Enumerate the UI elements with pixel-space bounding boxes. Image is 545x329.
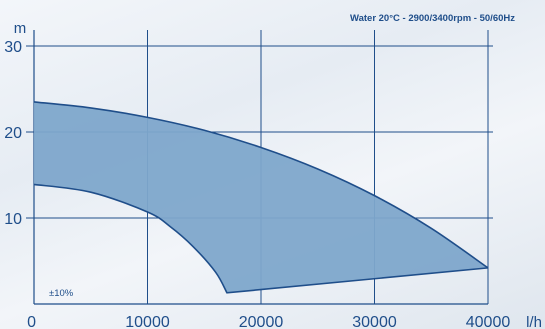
x-tick-label: 10000 (125, 314, 170, 329)
tolerance-annotation: ±10% (49, 288, 74, 299)
x-tick-label: 20000 (239, 314, 284, 329)
tick-labels: 0 10000 20000 30000 40000 10 20 30 (4, 39, 510, 329)
y-tick-label: 10 (4, 211, 22, 228)
y-axis-label: m (14, 20, 27, 37)
y-tick-label: 20 (4, 125, 22, 142)
upper-curve-line (33, 101, 489, 269)
chart-title: Water 20°C - 2900/3400rpm - 50/60Hz (350, 13, 515, 24)
performance-band-area (34, 101, 488, 293)
x-axis-label: l/h (526, 314, 542, 329)
x-tick-label: 40000 (466, 314, 511, 329)
lower-curve-line (33, 183, 489, 294)
x-tick-label: 0 (27, 314, 36, 329)
y-tick-label: 30 (4, 39, 22, 56)
x-tick-label: 30000 (352, 314, 397, 329)
